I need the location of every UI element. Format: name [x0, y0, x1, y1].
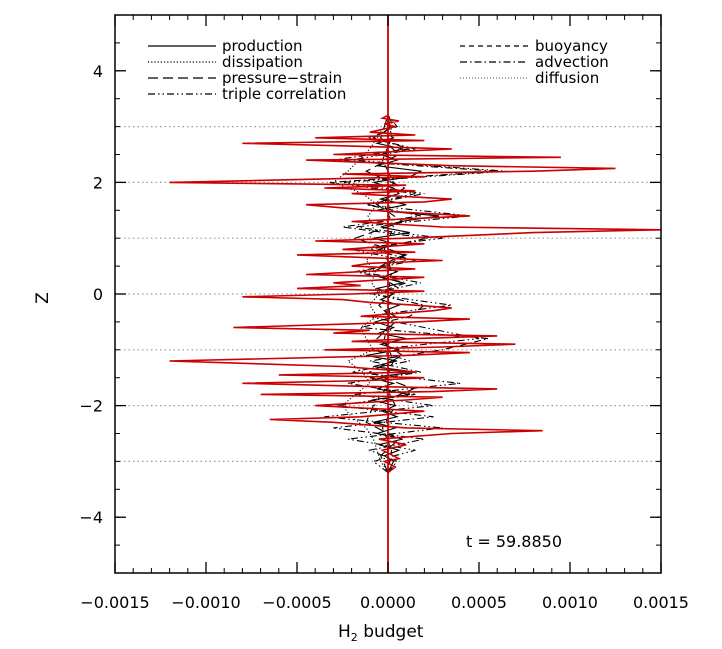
legend-label-left-3: triple correlation — [222, 85, 346, 103]
x-axis-title-subscript: 2 — [351, 631, 358, 644]
y-tick-label-3: 2 — [93, 173, 103, 192]
time-annotation: t = 59.8850 — [466, 532, 562, 551]
legend-label-left-2: pressure−strain — [222, 69, 342, 87]
x-tick-label-1: −0.0010 — [171, 593, 240, 612]
x-tick-label-5: 0.0010 — [542, 593, 598, 612]
y-tick-label-4: 4 — [93, 62, 103, 81]
series-line-dissipation — [332, 115, 389, 473]
x-tick-label-2: −0.0005 — [262, 593, 331, 612]
series-line-red-7 — [169, 114, 662, 474]
series-lines — [169, 114, 662, 474]
legend-label-right-2: diffusion — [535, 69, 599, 87]
x-axis-title: H2 budget — [338, 622, 424, 644]
x-tick-label-6: 0.0015 — [633, 593, 689, 612]
x-axis-title-main: H — [338, 622, 351, 642]
y-tick-label-1: −2 — [79, 397, 103, 416]
legend-label-left-1: dissipation — [222, 53, 303, 71]
legend: productiondissipationpressure−straintrip… — [148, 37, 609, 103]
y-tick-label-2: 0 — [93, 285, 103, 304]
axis-ticks: −0.0015 −0.0010 −0.0005 0.0000 0.0005 0.0010 0… — [79, 14, 689, 612]
legend-label-right-0: buoyancy — [535, 37, 608, 55]
legend-label-left-0: production — [222, 37, 303, 55]
legend-label-right-1: advection — [535, 53, 609, 71]
x-tick-label-4: 0.0005 — [451, 593, 507, 612]
x-axis-title-suffix: budget — [358, 622, 424, 642]
x-tick-label-0: −0.0015 — [80, 593, 149, 612]
y-axis-title: Z — [33, 292, 53, 304]
x-tick-label-3: 0.0000 — [360, 593, 416, 612]
y-tick-label-0: −4 — [79, 508, 103, 527]
